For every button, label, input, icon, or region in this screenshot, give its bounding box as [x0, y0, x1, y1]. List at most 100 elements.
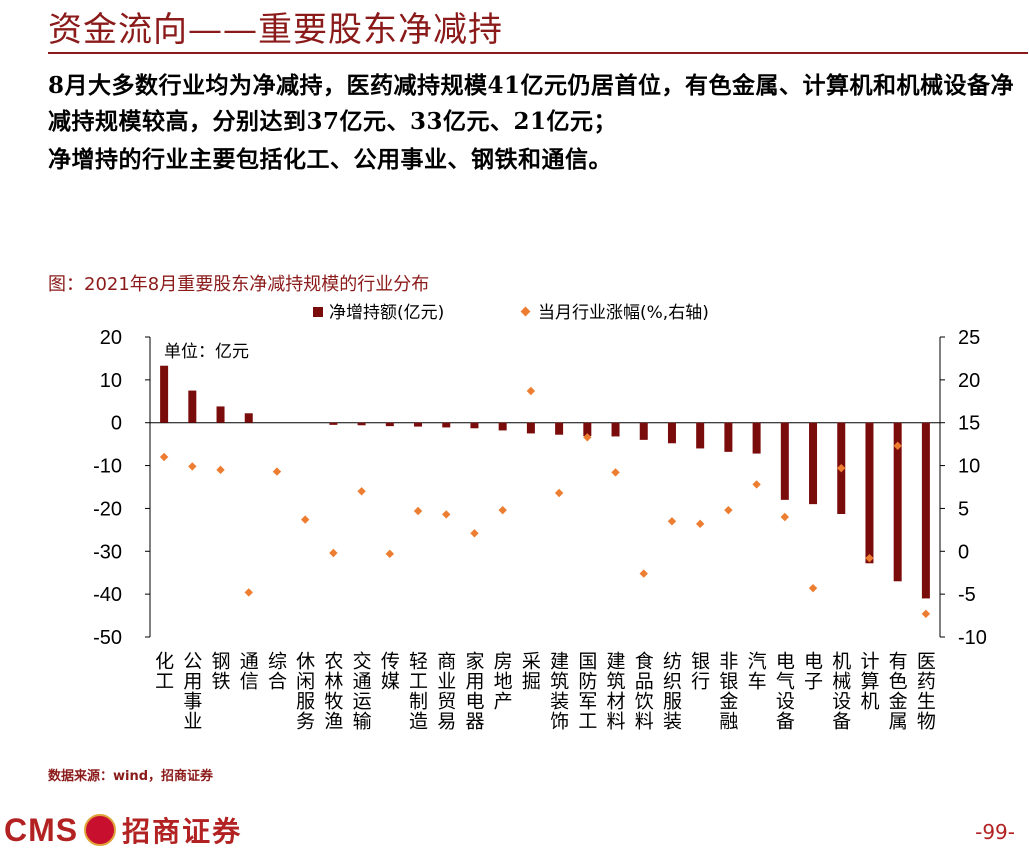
bar-采掘: [526, 422, 535, 434]
point-传媒: [385, 549, 395, 559]
bar-家用电器: [470, 422, 479, 429]
right-tick-label: -10: [958, 627, 987, 649]
category-label: 采掘: [519, 651, 541, 691]
left-tick-label: 0: [111, 413, 122, 435]
point-综合: [272, 467, 282, 476]
company-logo: CMS 招商证券: [4, 810, 242, 850]
point-化工: [159, 452, 169, 462]
page-title: 资金流向——重要股东净减持: [48, 10, 503, 50]
bar-化工: [160, 365, 169, 423]
point-建筑装饰: [554, 488, 564, 498]
category-label: 交通运输: [350, 651, 372, 731]
bar-电气设备: [780, 422, 789, 500]
summary-paragraph-2: 净增持的行业主要包括化工、公用事业、钢铁和通信。: [48, 146, 612, 173]
category-label: 国防军工: [575, 651, 597, 731]
right-tick-label: 15: [958, 413, 980, 435]
chart-title: 图：2021年8月重要股东净减持规模的行业分布: [48, 274, 430, 295]
industry-shareholding-chart: 20 10 0 -10 -20 -30 -40 -50 25 20 15 10 5 0 -5 -10 单位：亿元…: [93, 303, 987, 731]
right-tick-label: -5: [958, 584, 976, 606]
point-建筑材料: [611, 468, 620, 477]
left-tick-label: 10: [100, 370, 122, 392]
right-tick-label: 25: [958, 327, 980, 349]
right-tick-label: 0: [958, 541, 969, 563]
right-tick-label: 10: [958, 456, 980, 478]
point-纺织服装: [667, 517, 677, 526]
logo-cn-text: 招商证券: [122, 815, 243, 848]
category-label: 汽车: [745, 651, 767, 691]
bar-电子: [809, 422, 818, 505]
bar-建筑装饰: [555, 422, 564, 435]
point-钢铁: [216, 465, 225, 475]
category-label: 家用电器: [462, 651, 484, 731]
bar-食品饮料: [639, 422, 648, 440]
left-tick-label: -20: [93, 498, 122, 520]
page-number: -99-: [975, 820, 1015, 844]
summary-paragraph-1: 8月大多数行业均为净减持，医药减持规模41亿元仍居首位，有色金属、计算机和机械设…: [48, 72, 1015, 135]
point-银行: [695, 519, 705, 529]
left-tick-label: -30: [93, 541, 122, 563]
left-tick-label: -10: [93, 456, 122, 478]
category-label: 化工: [152, 651, 174, 691]
bar-通信: [244, 413, 253, 423]
point-公用事业: [188, 462, 197, 471]
bar-医药生物: [921, 422, 930, 599]
logo-cms-text: CMS: [4, 811, 79, 848]
category-label: 轻工制造: [406, 651, 428, 731]
bar-商业贸易: [442, 422, 451, 428]
point-采掘: [526, 386, 536, 396]
bar-计算机: [865, 422, 874, 564]
point-交通运输: [357, 487, 366, 496]
bar-非银金融: [724, 422, 733, 452]
legend-dot-label: 当月行业涨幅(%,右轴): [538, 303, 709, 323]
category-label: 公用事业: [180, 651, 202, 731]
left-tick-label: -40: [93, 584, 122, 606]
bar-轻工制造: [414, 422, 423, 427]
unit-label: 单位：亿元: [164, 342, 249, 362]
bar-交通运输: [357, 422, 366, 426]
bar-汽车: [752, 422, 761, 454]
category-label: 计算机: [857, 651, 879, 711]
point-商业贸易: [442, 510, 451, 519]
point-休闲服务: [300, 515, 310, 524]
category-label: 非银金融: [716, 651, 738, 731]
right-tick-label: 5: [958, 498, 969, 520]
point-有色金属: [893, 441, 902, 451]
point-医药生物: [921, 609, 931, 619]
category-label: 机械设备: [829, 651, 851, 731]
category-label: 休闲服务: [293, 651, 315, 731]
point-机械设备: [837, 463, 846, 473]
category-label: 食品饮料: [632, 651, 654, 731]
category-label: 建筑材料: [604, 651, 626, 731]
point-轻工制造: [413, 506, 423, 516]
bar-有色金属: [893, 422, 902, 582]
category-label: 通信: [237, 651, 259, 691]
bar-房地产: [498, 422, 507, 431]
bar-建筑材料: [611, 422, 620, 437]
legend-bar-swatch: [313, 307, 323, 317]
category-label: 农林牧渔: [321, 651, 343, 731]
bar-传媒: [385, 422, 394, 427]
category-label: 建筑装饰: [547, 651, 569, 731]
data-source: 数据来源：wind，招商证券: [48, 769, 214, 784]
bar-纺织服装: [667, 422, 676, 444]
category-label: 传媒: [378, 651, 400, 691]
point-食品饮料: [639, 569, 648, 578]
category-label: 银行: [688, 651, 710, 691]
category-label: 有色金属: [886, 651, 908, 731]
bar-公用事业: [188, 390, 197, 423]
point-电气设备: [780, 512, 790, 522]
category-label: 钢铁: [209, 651, 231, 691]
category-label: 电子: [801, 651, 823, 691]
bar-农林牧渔: [329, 422, 338, 425]
point-通信: [244, 588, 253, 597]
point-汽车: [752, 480, 761, 489]
category-label: 综合: [265, 651, 287, 691]
title-divider: [48, 52, 1028, 54]
category-label: 医药生物: [914, 651, 936, 731]
category-label: 纺织服装: [660, 651, 682, 731]
point-家用电器: [470, 529, 479, 538]
point-非银金融: [724, 505, 733, 515]
point-计算机: [865, 553, 874, 563]
legend-bar-label: 净增持额(亿元): [329, 303, 444, 323]
point-国防军工: [583, 433, 592, 442]
